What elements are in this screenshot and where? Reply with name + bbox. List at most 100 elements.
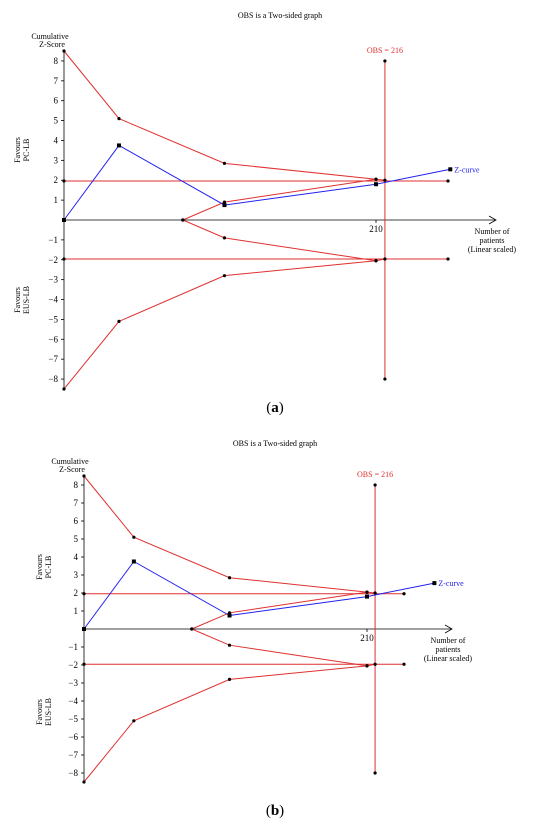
y-tick-label: 7 <box>74 498 79 508</box>
upper-monitoring-boundary-point <box>373 591 377 595</box>
panel-b: OBS is a Two-sided graph CumulativeZ-Scor… <box>35 439 472 819</box>
y-tick-label: 1 <box>54 195 59 205</box>
y-tick-label: 4 <box>74 552 79 562</box>
inner-futility-lower-point <box>374 259 378 263</box>
lower-monitoring-boundary-point <box>62 387 66 391</box>
z-curve <box>83 560 435 630</box>
y-tick-label: −4 <box>48 295 58 305</box>
z-curve <box>63 144 451 221</box>
y-tick-label: 7 <box>54 76 59 86</box>
lower-monitoring-boundary-point <box>227 677 232 682</box>
boundary-marker <box>446 179 450 183</box>
z-curve-point <box>448 167 453 172</box>
panel-caption: (a) <box>266 400 284 416</box>
lower-monitoring-boundary-point <box>383 257 387 261</box>
obs-marker <box>383 377 387 381</box>
boundary-marker <box>62 257 66 261</box>
obs-marker <box>373 771 377 775</box>
x-tick-label: 210 <box>369 224 383 234</box>
inner-futility-upper <box>182 178 377 221</box>
y-tick-label: 5 <box>54 116 59 126</box>
boundary-marker <box>402 592 406 596</box>
obs-marker <box>383 59 387 63</box>
z-curve-point <box>227 613 232 618</box>
upper-monitoring-boundary-point <box>62 49 66 53</box>
inner-futility-lower <box>191 628 368 667</box>
z-curve-label: Z-curve <box>438 579 464 588</box>
z-curve-point <box>82 627 86 631</box>
y-tick-label: −6 <box>68 732 78 742</box>
obs-marker <box>373 483 377 487</box>
y-tick-label: 3 <box>74 570 79 580</box>
inner-futility-lower-point <box>365 664 369 668</box>
lower-monitoring-boundary-point <box>373 662 377 666</box>
y-axis-label: Cumulative <box>51 457 89 466</box>
inner-futility-lower-point <box>227 643 232 647</box>
lower-monitoring-boundary-point <box>222 274 227 278</box>
inner-futility-upper-point <box>365 590 369 594</box>
y-tick-label: −3 <box>68 678 78 688</box>
upper-monitoring-boundary-point <box>227 576 232 580</box>
x-axis-label: patients <box>480 236 505 245</box>
upper-monitoring-boundary-point <box>132 535 136 539</box>
x-tick-label: 210 <box>360 633 374 643</box>
y-tick-label: −2 <box>48 255 58 265</box>
upper-monitoring-boundary-point <box>117 117 121 121</box>
z-curve-point <box>222 203 227 208</box>
panel-a: OBS is a Two-sided graph CumulativeZ-Scor… <box>13 11 516 416</box>
inner-futility-lower-point <box>181 218 185 222</box>
lower-monitoring-boundary <box>83 663 376 783</box>
panel-caption: (b) <box>266 803 284 819</box>
y-tick-label: −4 <box>68 696 78 706</box>
y-axis-label: Cumulative <box>31 32 69 41</box>
upper-monitoring-boundary <box>63 50 385 181</box>
y-tick-label: 5 <box>74 534 79 544</box>
upper-monitoring-boundary-point <box>383 178 387 182</box>
z-curve-label: Z-curve <box>454 165 480 174</box>
lower-monitoring-boundary-point <box>117 319 121 323</box>
z-curve-point <box>374 182 378 187</box>
y-tick-label: −5 <box>68 714 78 724</box>
favours-top-label: FavoursPC-LB <box>13 137 31 163</box>
y-tick-label: −7 <box>48 354 58 364</box>
boundary-marker <box>82 662 86 666</box>
y-tick-label: 3 <box>54 155 59 165</box>
x-axis-label: Number of <box>475 227 510 236</box>
y-tick-label: 8 <box>74 480 79 490</box>
favours-bottom-label: FavoursEUS-LB <box>13 286 31 314</box>
y-tick-label: 2 <box>54 175 59 185</box>
inner-futility-upper-point <box>222 200 227 204</box>
y-tick-label: −1 <box>48 235 58 245</box>
y-tick-label: −1 <box>68 642 78 652</box>
upper-monitoring-boundary-point <box>222 161 227 165</box>
x-axis-label: (Linear scaled) <box>468 245 517 254</box>
boundary-marker <box>446 257 450 261</box>
chart-title: OBS is a Two-sided graph <box>233 439 317 448</box>
lower-monitoring-boundary <box>63 258 386 390</box>
chart-title: OBS is a Two-sided graph <box>238 11 322 20</box>
y-axis-label: Z-Score <box>59 465 85 474</box>
y-tick-label: −5 <box>48 314 58 324</box>
inner-futility-upper <box>191 591 368 630</box>
inner-futility-lower-point <box>222 236 227 240</box>
y-tick-label: 1 <box>74 606 79 616</box>
z-curve-point <box>432 581 437 586</box>
y-tick-label: 4 <box>54 135 59 145</box>
x-axis-label: (Linear scaled) <box>424 654 473 663</box>
y-tick-label: −2 <box>68 660 78 670</box>
boundary-marker <box>402 662 406 666</box>
obs-label: OBS = 216 <box>357 470 393 479</box>
z-curve-point <box>131 559 136 564</box>
y-tick-label: −3 <box>48 275 58 285</box>
y-tick-label: 2 <box>74 588 79 598</box>
x-axis-arrow <box>488 215 497 225</box>
favours-top-label: FavoursPC-LB <box>35 554 53 580</box>
boundary-marker <box>82 592 86 596</box>
y-tick-label: −6 <box>48 334 58 344</box>
y-tick-label: −8 <box>68 768 78 778</box>
lower-monitoring-boundary-point <box>82 780 86 784</box>
lower-monitoring-boundary-point <box>132 719 136 723</box>
favours-bottom-label: FavoursEUS-LB <box>35 698 53 726</box>
inner-futility-lower-point <box>190 627 194 631</box>
obs-label: OBS = 216 <box>367 46 403 55</box>
